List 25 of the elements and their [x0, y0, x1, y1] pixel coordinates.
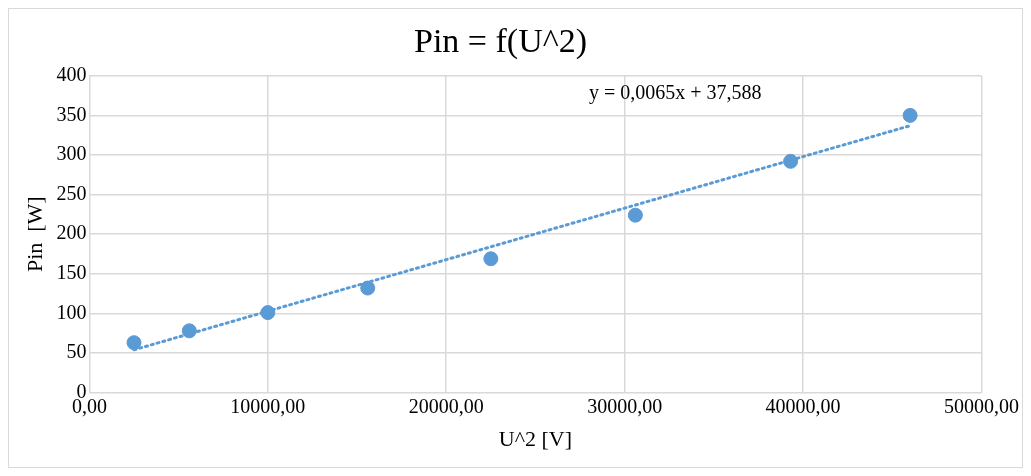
point	[627, 207, 643, 223]
point	[483, 251, 499, 267]
annotation: y = 0,0065x + 37,588	[588, 81, 762, 105]
y-tick-label: 100	[56, 300, 87, 323]
x-tick-label: 20000,00	[408, 394, 484, 417]
x-axis-title: U^2 [V]	[498, 425, 573, 451]
y-tick-label: 350	[56, 102, 87, 125]
x-tick-label: 40000,00	[765, 394, 841, 417]
y-tick-label: 200	[56, 221, 87, 244]
y-tick-label: 250	[56, 181, 87, 204]
point	[126, 335, 142, 351]
x-tick-label: 10000,00	[230, 394, 306, 417]
point	[902, 107, 918, 123]
point	[260, 305, 276, 321]
y-tick-label: 50	[66, 340, 87, 363]
point	[783, 153, 799, 169]
y-tick-label: 300	[56, 142, 87, 165]
y-tick-label: 150	[56, 261, 87, 284]
point	[181, 323, 197, 339]
y-tick-label: 400	[56, 63, 87, 86]
y-axis-title: Pin [W]	[21, 196, 47, 273]
x-tick-label: 30000,00	[587, 394, 663, 417]
chart-title: Pin = f(U^2)	[413, 22, 588, 61]
point	[360, 280, 376, 296]
x-tick-label: 50000,00	[944, 394, 1019, 417]
